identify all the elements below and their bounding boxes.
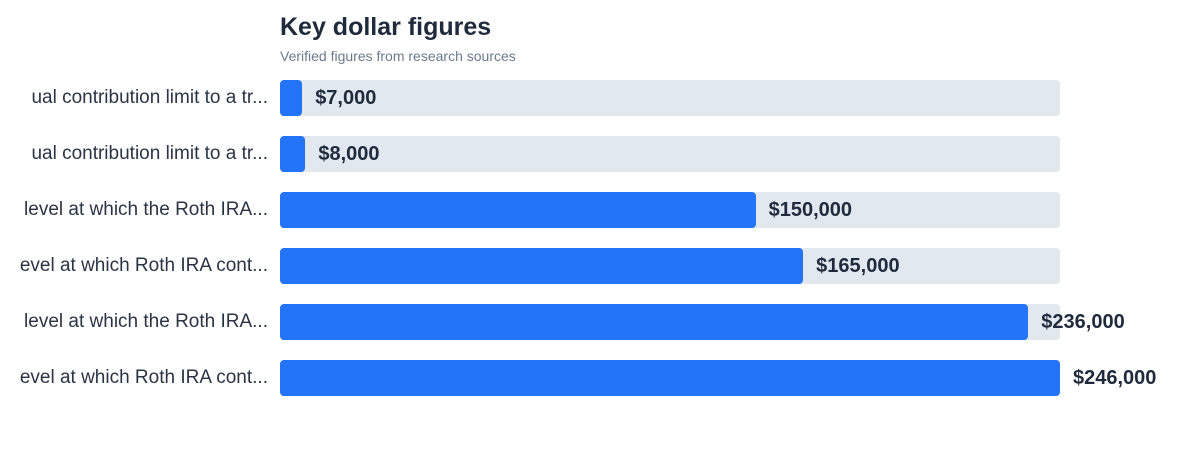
bar (280, 192, 756, 228)
bar-track (280, 80, 1060, 116)
bar (280, 248, 804, 284)
bar-category-label: ual contribution limit to a tr... (31, 136, 268, 172)
bar-row: evel at which Roth IRA cont... $246,000 (0, 360, 1200, 396)
bar-value-label: $150,000 (768, 199, 853, 221)
bar-category-text: evel at which Roth IRA cont... (19, 367, 268, 388)
bar (280, 360, 1060, 396)
bar-category-label: evel at which Roth IRA cont... (20, 248, 268, 284)
bar-row: level at which the Roth IRA... $150,000 (0, 192, 1200, 228)
bar-row: level at which the Roth IRA... $236,000 (0, 304, 1200, 340)
bar-value-label: $165,000 (816, 255, 900, 277)
bar (280, 304, 1029, 340)
bar-category-label: level at which the Roth IRA... (24, 192, 268, 228)
bar-value-label: $8,000 (318, 143, 380, 165)
bar-row: ual contribution limit to a tr... $8,000 (0, 136, 1200, 172)
bar-category-label: level at which the Roth IRA... (24, 304, 268, 340)
bar-value-label: $7,000 (315, 87, 377, 109)
bar (280, 80, 303, 116)
bar-row: evel at which Roth IRA cont... $165,000 (0, 248, 1200, 284)
bar-track (280, 136, 1060, 172)
bar-category-text: ual contribution limit to a tr... (31, 143, 268, 164)
bar-category-text: ual contribution limit to a tr... (31, 87, 268, 108)
bar-value-label: $236,000 (1041, 311, 1125, 333)
bar-category-text: level at which the Roth IRA... (24, 311, 268, 332)
bar (280, 136, 306, 172)
chart-subtitle: Verified figures from research sources (280, 48, 516, 64)
bar-row: ual contribution limit to a tr... $7,000 (0, 80, 1200, 116)
bar-category-text: evel at which Roth IRA cont... (19, 255, 268, 276)
bar-value-label: $246,000 (1073, 367, 1157, 389)
bar-category-label: evel at which Roth IRA cont... (20, 360, 268, 396)
chart-title: Key dollar figures (280, 13, 492, 41)
bar-category-label: ual contribution limit to a tr... (31, 80, 268, 116)
bar-category-text: level at which the Roth IRA... (24, 199, 268, 220)
